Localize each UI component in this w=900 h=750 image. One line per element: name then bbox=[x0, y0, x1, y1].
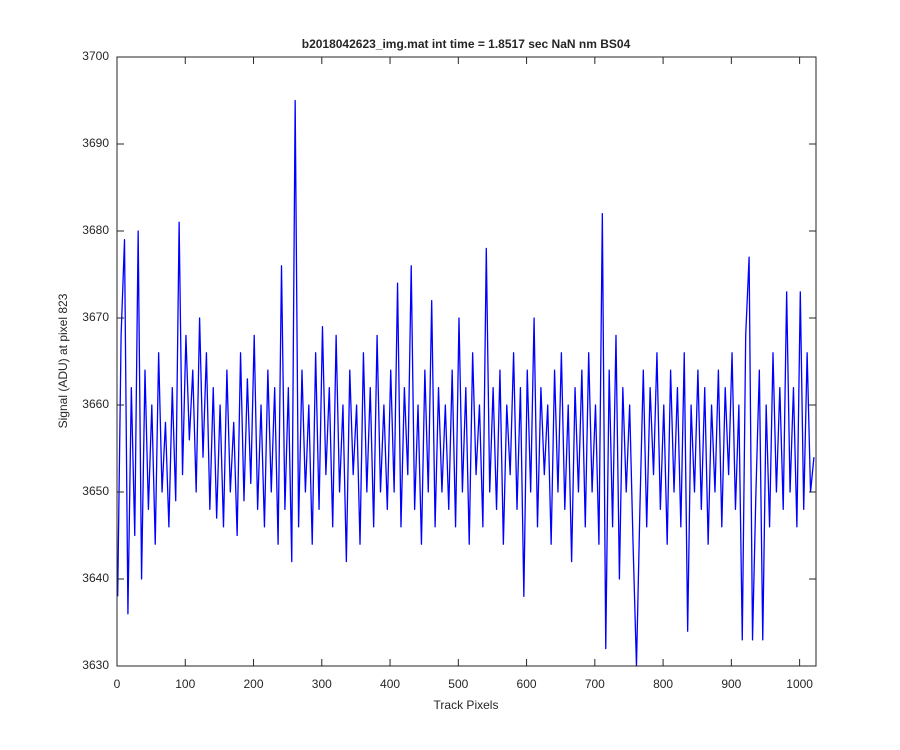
x-tick-label: 400 bbox=[380, 677, 400, 691]
x-tick-label: 0 bbox=[114, 677, 121, 691]
x-tick-label: 700 bbox=[585, 677, 605, 691]
x-tick-label: 600 bbox=[517, 677, 537, 691]
x-tick-label: 100 bbox=[175, 677, 195, 691]
y-axis-label: Signal (ADU) at pixel 823 bbox=[56, 293, 70, 428]
y-tick-label: 3700 bbox=[82, 49, 109, 63]
x-tick-label: 900 bbox=[721, 677, 741, 691]
y-tick-label: 3640 bbox=[82, 571, 109, 585]
y-tick-label: 3680 bbox=[82, 223, 109, 237]
data-line bbox=[117, 99, 815, 667]
y-tick-label: 3660 bbox=[82, 397, 109, 411]
x-tick-label: 300 bbox=[312, 677, 332, 691]
plot-frame bbox=[116, 56, 817, 667]
chart-title: b2018042623_img.mat int time = 1.8517 se… bbox=[302, 37, 631, 51]
y-tick-label: 3630 bbox=[82, 658, 109, 672]
x-axis-label: Track Pixels bbox=[434, 698, 499, 712]
y-tick-label: 3670 bbox=[82, 310, 109, 324]
x-tick-label: 1000 bbox=[786, 677, 813, 691]
x-tick-label: 500 bbox=[448, 677, 468, 691]
y-tick-label: 3690 bbox=[82, 136, 109, 150]
x-tick-label: 200 bbox=[244, 677, 264, 691]
x-tick-label: 800 bbox=[653, 677, 673, 691]
y-tick-label: 3650 bbox=[82, 484, 109, 498]
